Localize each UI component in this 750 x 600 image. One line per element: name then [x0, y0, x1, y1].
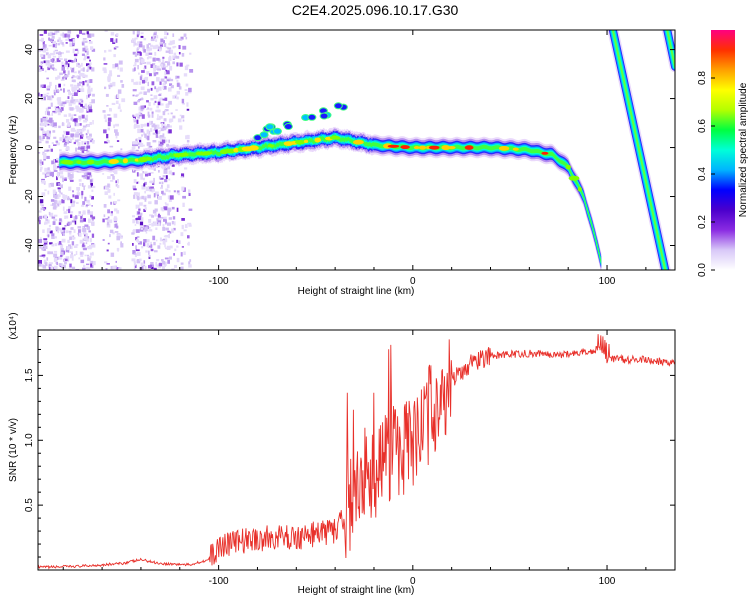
snr-xtick-label: 100 — [599, 576, 616, 587]
spectrogram-ytick-label: 0 — [24, 144, 35, 150]
colorbar-tick-label: 0.4 — [697, 167, 708, 181]
spectrogram-xtick-label: -100 — [209, 276, 229, 287]
colorbar: 0.0 0.2 0.4 0.6 0.8 Normalized spectral ampl… — [697, 30, 749, 277]
noise-speckle — [38, 30, 194, 270]
spectrogram-ytick-label: -20 — [24, 189, 35, 204]
spectrogram-ytick-label: 40 — [24, 44, 35, 56]
snr-frame — [37, 329, 676, 571]
colorbar-label: Normalized spectral amplitude — [738, 82, 749, 217]
trace-hotspots — [61, 135, 582, 192]
snr-panel: -100 0 100 0.5 1.0 1.5 Height of straight li… — [8, 312, 676, 596]
doppler-branch-2 — [607, 30, 671, 270]
snr-xtick-label: -100 — [209, 576, 229, 587]
doppler-branch-3 — [661, 30, 675, 73]
spectrogram-panel: -100 0 100 -40 -20 0 20 40 Height of straight … — [8, 29, 676, 297]
doppler-branch-3-stroke-4 — [666, 30, 675, 68]
doppler-trace — [59, 126, 602, 270]
spectrogram-xlabel: Height of straight line (km) — [298, 286, 415, 297]
spectrogram-ytick-label: 20 — [24, 93, 35, 105]
snr-ytick-label: 0.5 — [24, 498, 35, 512]
colorbar-tick-label: 0.0 — [697, 263, 708, 277]
spectrogram-frame — [37, 29, 676, 271]
snr-xtick-label: 0 — [410, 576, 416, 587]
trace-fragments — [253, 102, 348, 142]
doppler-branch-2-stroke-4 — [611, 30, 667, 270]
spectrogram-xtick-label: 0 — [410, 276, 416, 287]
colorbar-tick-label: 0.2 — [697, 215, 708, 229]
snr-ytick-label: 1.5 — [24, 368, 35, 382]
colorbar-bar — [711, 30, 735, 270]
spectrogram-ylabel: Frequency (Hz) — [8, 116, 19, 185]
chart-title: C2E4.2025.096.10.17.G30 — [291, 2, 459, 18]
snr-series-line — [38, 334, 675, 570]
snr-ytick-label: 1.0 — [24, 433, 35, 447]
snr-xlabel: Height of straight line (km) — [298, 585, 415, 596]
trace-band-0 — [59, 126, 602, 270]
snr-scale-label: (x10⁴) — [8, 312, 19, 339]
colorbar-tick-label: 0.6 — [697, 119, 708, 133]
spectrogram-ytick-label: -40 — [24, 238, 35, 253]
snr-ylabel: SNR (10 * v/v) — [8, 418, 19, 482]
colorbar-tick-label: 0.8 — [697, 71, 708, 85]
spectrogram-xtick-label: 100 — [599, 276, 616, 287]
